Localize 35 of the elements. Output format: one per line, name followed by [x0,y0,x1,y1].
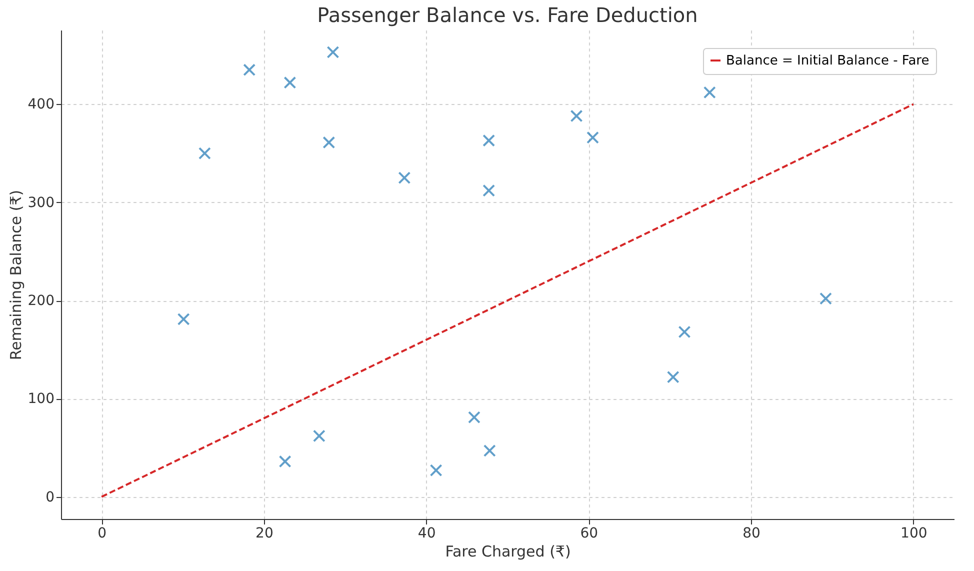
point [430,464,442,477]
x-axis-title: Fare Charged (₹) [445,542,571,560]
x-tick-label: 60 [580,526,598,542]
point [666,370,680,384]
point [703,86,716,99]
x-tick-label: 80 [742,526,760,542]
point [198,147,211,160]
x-tick-label: 20 [256,526,274,542]
point [312,430,326,442]
point [482,184,496,197]
point [482,134,496,147]
point [468,411,480,424]
y-axis-title: Remaining Balance (₹) [6,190,25,360]
x-tick-label: 40 [418,526,436,542]
y-tick-label: 100 [28,391,54,408]
point [819,292,832,305]
chart-title: Passenger Balance vs. Fare Deduction [317,3,698,27]
point [678,326,691,338]
point [586,131,599,144]
point [243,64,256,76]
x-tick-label: 100 [900,526,928,542]
x-tick-label: 0 [98,526,107,542]
point [322,136,336,149]
y-tick-label: 400 [28,96,54,113]
point [177,312,190,326]
point [326,46,340,58]
legend-label: Balance = Initial Balance - Fare [726,54,930,68]
y-tick-label: 0 [46,489,54,506]
point [284,76,296,89]
y-tick-label: 300 [28,194,54,211]
y-tick-label: 200 [28,293,54,310]
point [278,455,292,468]
point [483,444,496,457]
point [398,172,411,184]
point [570,110,583,122]
